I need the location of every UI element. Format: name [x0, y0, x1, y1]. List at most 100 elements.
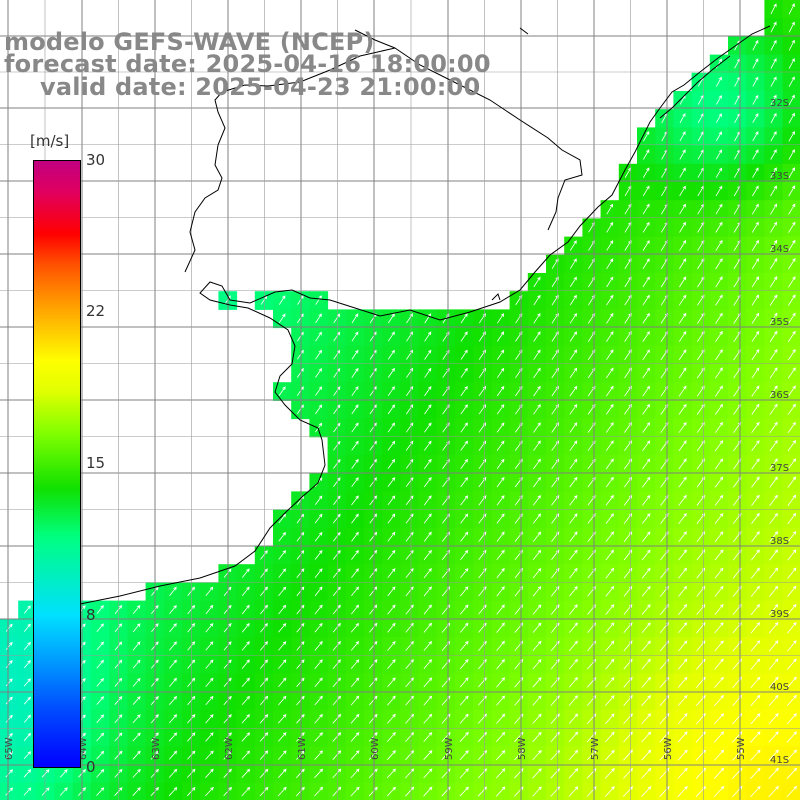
wind-arrow — [23, 623, 31, 632]
wind-arrow — [714, 403, 723, 415]
wind-arrow — [770, 149, 777, 160]
wind-arrow — [787, 312, 796, 324]
wind-arrow — [368, 768, 378, 779]
wind-arrow — [696, 403, 705, 415]
wind-arrow — [132, 677, 141, 687]
wind-arrow — [606, 312, 614, 324]
wind-arrow — [332, 768, 342, 779]
wind-arrow — [187, 677, 196, 687]
wind-arrow — [678, 312, 687, 324]
title-forecast-date: forecast date: 2025-04-16 18:00:00 — [4, 50, 491, 78]
wind-arrow — [132, 732, 141, 742]
wind-arrow — [714, 694, 724, 707]
longitude-label: 55W — [736, 737, 747, 760]
wind-arrow — [678, 494, 687, 506]
wind-arrow — [569, 458, 578, 470]
wind-arrow — [715, 131, 722, 142]
wind-arrow — [696, 458, 705, 470]
wind-arrow — [333, 386, 341, 396]
wind-arrow — [606, 276, 614, 288]
wind-arrow — [677, 731, 688, 743]
wind-arrow — [168, 768, 178, 778]
wind-arrow — [205, 659, 214, 669]
wind-arrow — [332, 513, 341, 524]
latitude-label: 32S — [770, 98, 789, 109]
wind-arrow — [769, 312, 778, 324]
wind-arrow — [315, 313, 322, 324]
wind-arrow — [96, 714, 105, 724]
wind-arrow — [678, 585, 688, 597]
wind-arrow — [605, 531, 615, 543]
wind-arrow — [788, 221, 796, 233]
wind-arrow — [750, 658, 761, 670]
wind-arrow — [241, 714, 250, 724]
wind-arrow — [187, 586, 196, 596]
wind-arrow — [568, 658, 578, 670]
wind-arrow — [169, 623, 177, 633]
wind-arrow — [132, 696, 141, 705]
wind-arrow — [332, 750, 342, 760]
wind-arrow — [752, 58, 759, 69]
wind-arrow — [533, 294, 541, 306]
wind-arrow — [459, 750, 469, 761]
wind-arrow — [606, 258, 614, 270]
wind-arrow — [624, 367, 632, 379]
wind-arrow — [605, 640, 615, 652]
latitude-label: 36S — [770, 390, 789, 401]
wind-arrow — [787, 294, 796, 306]
wind-arrow — [205, 586, 214, 596]
wind-arrow — [714, 658, 724, 670]
wind-cell — [782, 782, 800, 800]
wind-arrow — [460, 513, 469, 524]
wind-arrow — [641, 658, 651, 670]
wind-arrow — [788, 76, 795, 87]
wind-arrow — [259, 750, 269, 760]
wind-arrow — [23, 678, 31, 687]
wind-arrow — [187, 695, 196, 706]
wind-arrow — [715, 385, 723, 397]
wind-arrow — [278, 586, 287, 597]
wind-arrow — [296, 641, 305, 651]
wind-arrow — [752, 39, 759, 51]
wind-arrow — [278, 295, 286, 305]
wind-arrow — [5, 787, 14, 796]
wind-arrow — [568, 768, 579, 779]
wind-arrow — [642, 221, 650, 233]
wind-arrow — [569, 258, 577, 269]
wind-arrow — [605, 585, 615, 597]
wind-arrow — [770, 203, 778, 215]
wind-arrow — [786, 749, 797, 761]
wind-arrow — [605, 403, 614, 415]
wind-arrow — [787, 549, 797, 561]
wind-arrow — [369, 640, 378, 651]
wind-arrow — [787, 476, 796, 488]
wind-arrow — [679, 113, 686, 123]
wind-arrow — [96, 605, 104, 614]
wind-arrow — [332, 695, 342, 706]
wind-arrow — [751, 494, 760, 506]
wind-arrow — [369, 604, 378, 615]
wind-arrow — [569, 367, 578, 379]
wind-arrow — [387, 549, 396, 560]
wind-arrow — [696, 367, 705, 379]
wind-arrow — [769, 385, 778, 397]
wind-arrow — [259, 659, 269, 669]
wind-arrow — [551, 276, 559, 288]
wind-arrow — [788, 276, 796, 288]
wind-arrow — [569, 567, 578, 579]
wind-arrow — [278, 513, 286, 524]
wind-arrow — [605, 367, 614, 379]
wind-arrow — [5, 714, 13, 723]
wind-arrow — [387, 695, 396, 706]
wind-arrow — [351, 458, 359, 469]
wind-arrow — [405, 695, 414, 706]
wind-arrow — [715, 294, 723, 306]
wind-arrow — [606, 221, 614, 233]
wind-arrow — [278, 313, 286, 324]
wind-arrow — [278, 659, 287, 669]
wind-arrow — [5, 641, 13, 650]
latitude-label: 35S — [770, 317, 789, 328]
wind-arrow — [642, 294, 650, 306]
wind-arrow — [368, 677, 378, 688]
wind-arrow — [332, 586, 341, 597]
